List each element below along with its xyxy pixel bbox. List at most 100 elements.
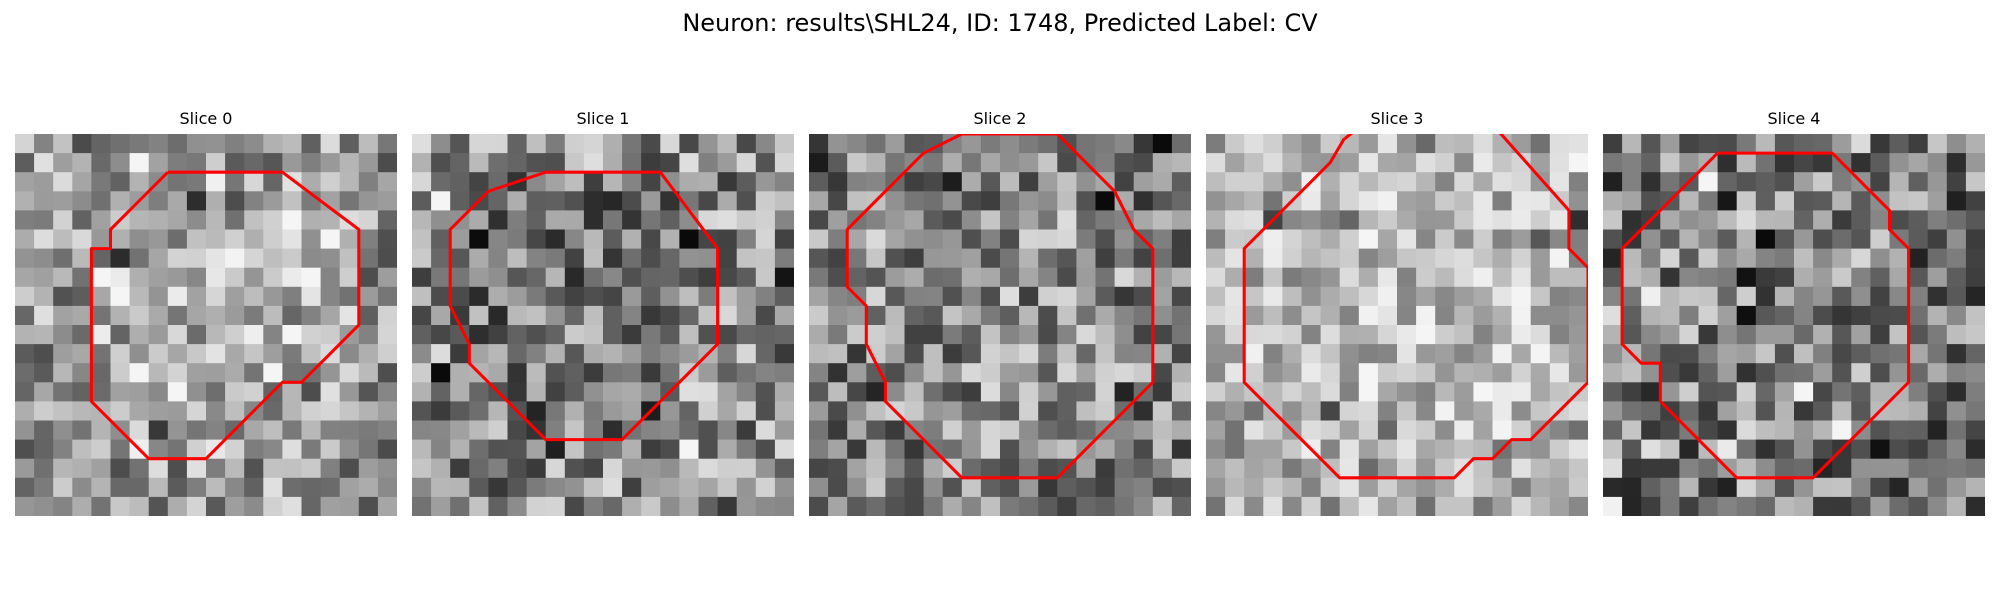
image-pixel <box>717 286 738 307</box>
image-pixel <box>358 344 379 364</box>
image-pixel <box>583 172 604 192</box>
image-pixel <box>736 382 757 402</box>
image-pixel <box>412 172 432 192</box>
image-pixel <box>1851 305 1871 326</box>
image-pixel <box>603 191 623 211</box>
image-pixel <box>1908 458 1929 479</box>
image-pixel <box>1244 344 1264 364</box>
image-pixel <box>1282 382 1302 402</box>
image-pixel <box>1660 344 1680 364</box>
image-pixel <box>564 267 585 288</box>
image-pixel <box>1530 267 1551 288</box>
image-pixel <box>1377 134 1398 154</box>
image-pixel <box>1244 325 1264 345</box>
image-pixel <box>225 305 245 326</box>
image-pixel <box>847 134 867 154</box>
image-pixel <box>1206 363 1226 383</box>
image-pixel <box>206 267 226 288</box>
image-pixel <box>72 325 92 345</box>
image-pixel <box>1076 305 1096 326</box>
image-pixel <box>660 344 680 364</box>
image-pixel <box>1095 477 1115 498</box>
image-pixel <box>622 496 642 516</box>
image-pixel <box>320 248 341 269</box>
image-pixel <box>545 172 566 192</box>
image-pixel <box>15 439 35 460</box>
slice-title: Slice 4 <box>1767 109 1821 128</box>
image-pixel <box>53 191 73 211</box>
image-pixel <box>1530 401 1551 421</box>
image-pixel <box>1358 458 1379 479</box>
image-pixel <box>339 344 360 364</box>
image-pixel <box>186 305 207 326</box>
image-pixel <box>129 344 150 364</box>
image-pixel <box>1377 325 1398 345</box>
image-pixel <box>904 496 924 516</box>
image-pixel <box>1511 305 1532 326</box>
image-pixel <box>469 439 489 460</box>
image-pixel <box>1622 401 1642 421</box>
image-pixel <box>282 153 302 173</box>
image-pixel <box>828 325 848 345</box>
image-pixel <box>34 382 54 402</box>
image-pixel <box>1870 210 1890 230</box>
image-pixel <box>1000 344 1020 364</box>
image-pixel <box>1171 401 1191 421</box>
slice-title: Slice 1 <box>576 109 630 128</box>
image-pixel <box>564 363 585 383</box>
image-pixel <box>1152 153 1173 173</box>
image-pixel <box>828 458 848 479</box>
image-pixel <box>469 305 489 326</box>
image-pixel <box>828 305 848 326</box>
image-pixel <box>1377 382 1398 402</box>
image-pixel <box>91 458 111 479</box>
image-pixel <box>167 210 188 230</box>
image-pixel <box>545 325 566 345</box>
image-pixel <box>1377 153 1398 173</box>
image-pixel <box>1568 344 1588 364</box>
image-pixel <box>1946 210 1967 230</box>
image-pixel <box>755 458 776 479</box>
image-pixel <box>923 496 944 516</box>
image-pixel <box>167 325 188 345</box>
image-pixel <box>717 248 738 269</box>
image-pixel <box>980 134 1001 154</box>
image-pixel <box>1397 153 1417 173</box>
image-pixel <box>679 439 699 460</box>
image-pixel <box>1755 210 1776 230</box>
image-pixel <box>717 134 738 154</box>
image-pixel <box>186 420 207 440</box>
image-pixel <box>980 420 1001 440</box>
image-pixel <box>1717 363 1738 383</box>
image-pixel <box>412 229 432 249</box>
image-pixel <box>545 267 566 288</box>
image-pixel <box>923 210 944 230</box>
image-pixel <box>904 344 924 364</box>
image-pixel <box>1641 401 1661 421</box>
image-pixel <box>1870 153 1890 173</box>
image-pixel <box>923 191 944 211</box>
image-pixel <box>339 267 360 288</box>
image-pixel <box>488 267 508 288</box>
image-pixel <box>1152 229 1173 249</box>
image-pixel <box>1755 229 1776 249</box>
image-pixel <box>1358 153 1379 173</box>
image-pixel <box>698 210 718 230</box>
image-pixel <box>15 420 35 440</box>
image-pixel <box>904 191 924 211</box>
image-pixel <box>1038 325 1058 345</box>
image-pixel <box>412 248 432 269</box>
image-pixel <box>1679 248 1699 269</box>
image-pixel <box>545 420 566 440</box>
segmentation-contour <box>89 170 361 461</box>
image-pixel <box>885 153 905 173</box>
image-pixel <box>1282 458 1302 479</box>
image-pixel <box>1492 305 1512 326</box>
image-pixel <box>1019 191 1039 211</box>
image-pixel <box>1679 191 1699 211</box>
image-pixel <box>91 382 111 402</box>
image-pixel <box>263 458 283 479</box>
image-pixel <box>526 439 547 460</box>
image-pixel <box>1530 210 1551 230</box>
image-pixel <box>1076 344 1096 364</box>
